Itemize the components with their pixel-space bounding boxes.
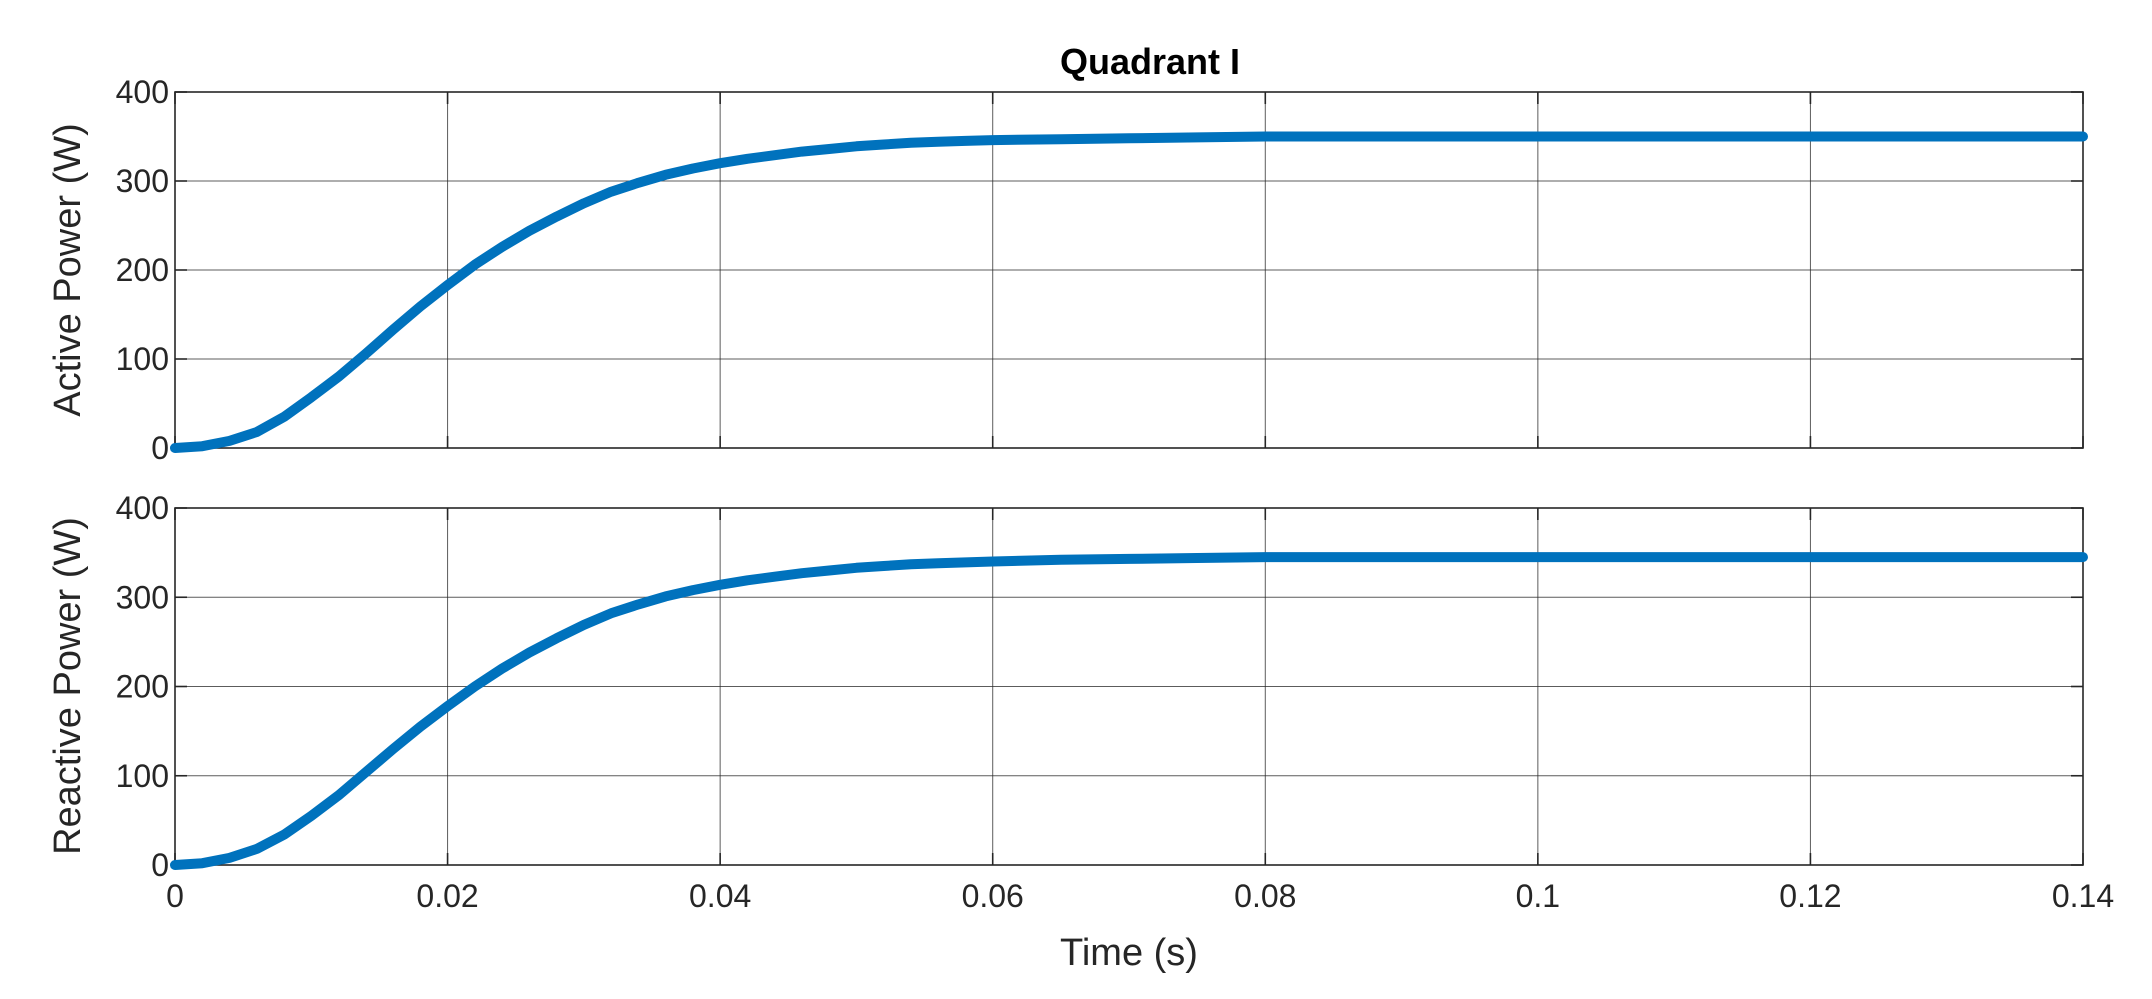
y-tick-label: 400 (116, 490, 169, 526)
x-tick-label: 0.06 (962, 878, 1024, 914)
series-line (170, 131, 2088, 453)
y-tick-label: 400 (116, 74, 169, 110)
y-tick-label: 0 (151, 430, 169, 466)
x-tick-label: 0.14 (2052, 878, 2114, 914)
y-tick-label: 100 (116, 758, 169, 794)
time-xlabel: Time (s) (1060, 932, 1198, 974)
y-tick-label: 0 (151, 847, 169, 883)
x-tick-label: 0.1 (1516, 878, 1560, 914)
y-tick-label: 200 (116, 252, 169, 288)
active-power-ylabel: Active Power (W) (47, 123, 89, 416)
y-tick-label: 300 (116, 163, 169, 199)
reactive-power-ylabel: Reactive Power (W) (47, 517, 89, 855)
reactive-power-plot: Reactive Power (W) Time (s) 0 0.02 0.04 0.0… (47, 490, 2114, 974)
x-tick-label: 0.08 (1234, 878, 1296, 914)
y-tick-label: 200 (116, 669, 169, 705)
y-tick-label: 100 (116, 341, 169, 377)
x-tick-label: 0.04 (689, 878, 751, 914)
series-line (170, 552, 2088, 870)
figure-title: Quadrant I (1060, 41, 1240, 82)
active-power-plot: Active Power (W) 0 100 200 300 400 (47, 74, 2088, 466)
x-tick-label: 0.02 (416, 878, 478, 914)
x-tick-label: 0 (166, 878, 184, 914)
x-tick-label: 0.12 (1779, 878, 1841, 914)
y-tick-label: 300 (116, 579, 169, 615)
